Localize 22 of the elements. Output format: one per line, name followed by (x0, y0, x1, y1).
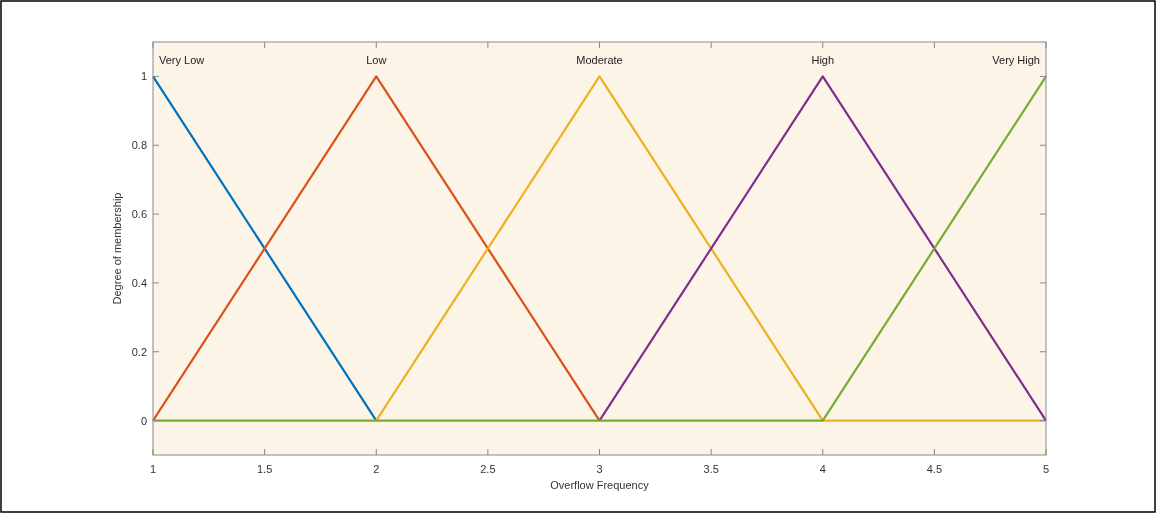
x-tick-label: 4.5 (926, 463, 943, 475)
x-tick-label: 3.5 (703, 463, 719, 475)
series-label: Very High (992, 54, 1040, 66)
x-axis-title: Overflow Frequency (550, 479, 650, 491)
y-tick-label: 0 (140, 414, 147, 427)
x-tick-label: 3 (596, 463, 603, 475)
x-tick-label: 1.5 (256, 463, 273, 475)
x-tick-label: 1 (149, 463, 157, 475)
x-tick-label: 5 (1042, 463, 1050, 475)
y-tick-label: 0.8 (131, 139, 147, 152)
x-tick-label: 2 (373, 463, 380, 475)
y-axis-title: Degree of membership (111, 192, 123, 305)
x-tick-label: 2.5 (480, 463, 496, 475)
y-tick-label: 0.6 (131, 208, 147, 221)
series-label: Very Low (159, 54, 205, 66)
series-label: Moderate (576, 54, 623, 66)
series-label: High (811, 54, 835, 66)
y-tick-label: 0.4 (131, 276, 147, 289)
y-tick-label: 0.2 (131, 345, 147, 358)
series-label: Low (366, 54, 387, 66)
x-tick-label: 4 (819, 463, 826, 475)
y-tick-label: 1 (140, 70, 147, 83)
